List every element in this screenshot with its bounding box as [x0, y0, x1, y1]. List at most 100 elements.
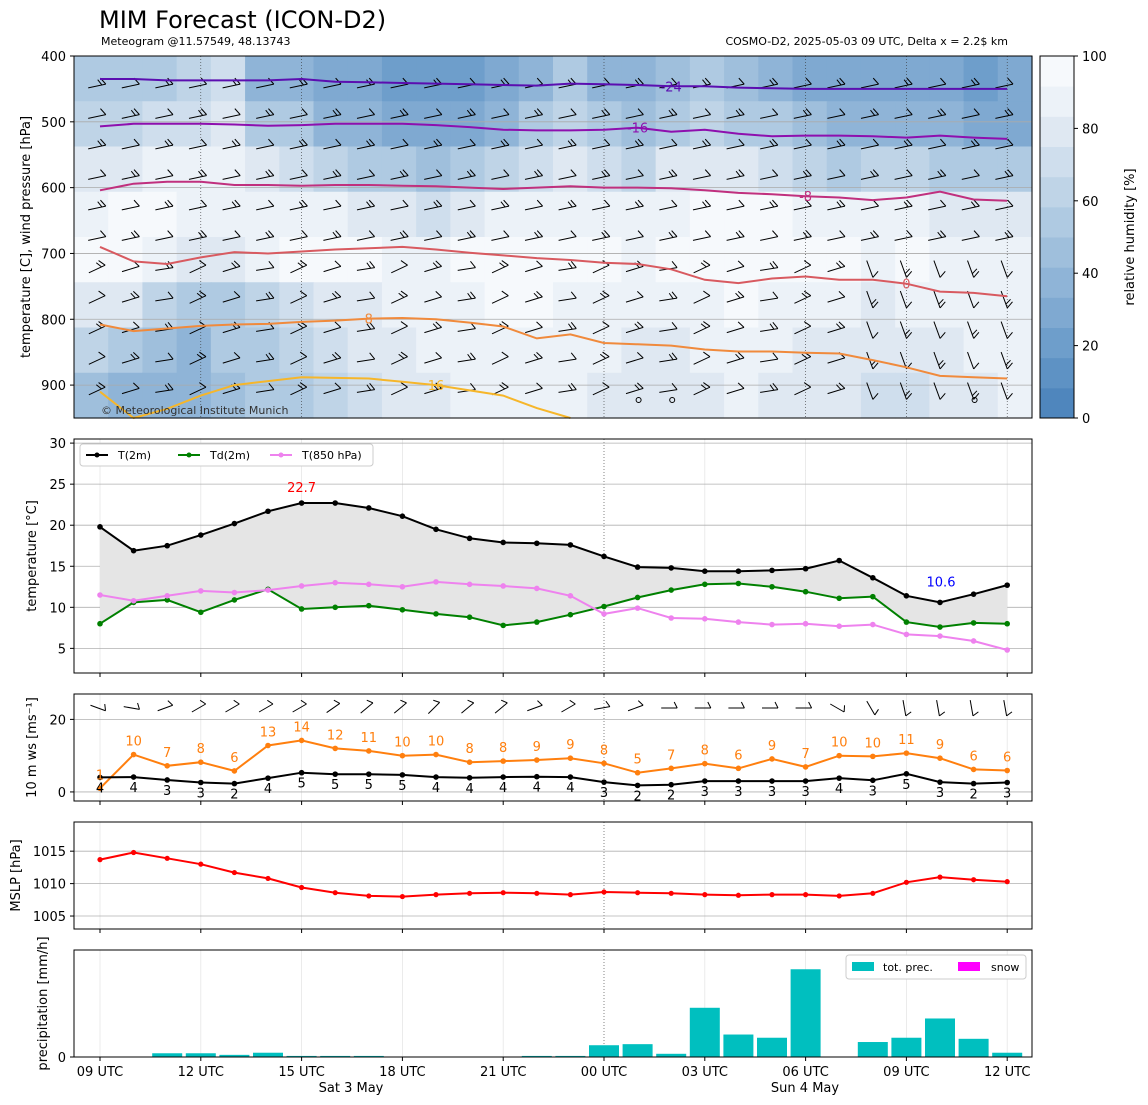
- colorbar-frame: [1039, 55, 1075, 419]
- humidity-cell: [553, 56, 588, 102]
- wind-barb-flag: [671, 169, 678, 176]
- wind-barb-shaft: [155, 144, 174, 150]
- data-point: [903, 593, 910, 599]
- wind-barb-shaft: [726, 357, 745, 364]
- series-line: [99, 502, 1008, 604]
- wind-barb-flag: [971, 329, 978, 336]
- wind-barb: [933, 321, 946, 339]
- wind-barb-shaft: [457, 328, 476, 332]
- humidity-cell: [758, 56, 794, 102]
- wind-barb-shaft: [860, 205, 879, 211]
- wind-barb: [356, 382, 376, 393]
- humidity-cell: [895, 56, 930, 102]
- x-tick-label: 09 UTC: [883, 1065, 929, 1080]
- colorbar-segment: [1040, 116, 1074, 147]
- humidity-cell: [997, 56, 1033, 102]
- wind-barb-flag: [470, 382, 476, 390]
- wind-barb: [222, 199, 241, 211]
- wind-barb-shaft: [558, 267, 577, 271]
- wind-barb-shaft: [491, 175, 510, 180]
- wind-barb-shaft: [558, 83, 577, 89]
- wind-barb-flag: [402, 169, 409, 176]
- precip-bar: [353, 1055, 384, 1057]
- wind-barb-shaft: [189, 386, 207, 396]
- wind-barb-flag: [671, 321, 678, 329]
- data-point: [567, 542, 574, 548]
- wind-barb-flag: [533, 353, 539, 360]
- wind-barb-flag: [234, 169, 241, 176]
- wind-barb-shaft: [760, 328, 778, 332]
- humidity-cell: [416, 191, 451, 238]
- wind-barb: [827, 382, 846, 395]
- wind-barb: [323, 108, 342, 119]
- wind-barb-flag: [1007, 199, 1014, 207]
- precip-frame: [73, 949, 1033, 1058]
- wind-barb-shaft: [860, 144, 879, 150]
- data-point: [1004, 767, 1010, 774]
- wind-barb-shaft: [390, 114, 409, 119]
- wind-barb: [356, 108, 375, 119]
- wind-barb-flag: [97, 140, 103, 147]
- wind-barb-shaft: [88, 386, 106, 396]
- wind-barb: [967, 351, 980, 370]
- wind-barb-shaft: [326, 703, 341, 713]
- colorbar-tick-label: 60: [1082, 195, 1099, 210]
- wind-barb-flag: [567, 201, 573, 208]
- humidity-cell: [142, 237, 178, 283]
- wind-barb-flag: [668, 353, 674, 361]
- wind-barb: [659, 199, 678, 211]
- wind-barb-flag: [637, 138, 644, 146]
- isotherm-line: [100, 77, 1008, 90]
- wind-barb-shaft: [558, 297, 577, 302]
- wind-barb-flag: [702, 140, 708, 147]
- humidity-cell: [210, 56, 246, 102]
- wind-barb-flag: [872, 392, 879, 400]
- colorbar-segment: [1040, 237, 1074, 268]
- wind-barb: [625, 351, 644, 364]
- humidity-cell: [621, 237, 657, 283]
- wind-barb: [524, 108, 543, 119]
- wind-barb-flag: [98, 290, 106, 297]
- wind-barb-flag: [366, 384, 372, 391]
- wind-barb-flag: [871, 298, 877, 305]
- wind-barb: [793, 230, 812, 241]
- wind-barb: [592, 199, 611, 211]
- wind-barb-flag: [737, 382, 745, 389]
- humidity-cell: [74, 372, 109, 419]
- wind-barb-flag: [599, 292, 606, 298]
- data-point: [601, 779, 607, 785]
- data-point: [937, 599, 943, 606]
- wind-barb-flag: [503, 199, 510, 207]
- humidity-cell: [210, 191, 246, 238]
- wind-barb: [760, 199, 779, 211]
- wind-barb-flag: [200, 230, 207, 237]
- wind-barb: [928, 169, 947, 180]
- humidity-cell: [210, 282, 246, 329]
- wind-barb-shaft: [256, 328, 274, 332]
- data-point: [332, 604, 339, 611]
- wind-barb: [928, 138, 947, 150]
- wind-barb-shaft: [726, 205, 745, 211]
- wind-barb: [525, 351, 543, 364]
- surface-wind-barb: [326, 699, 341, 713]
- wind-value-label: 8: [499, 741, 507, 756]
- wind-barb-shaft: [290, 295, 307, 304]
- wind-barb-shaft: [1003, 700, 1008, 716]
- data-point: [433, 751, 439, 758]
- data-point: [198, 588, 204, 594]
- data-point: [870, 574, 876, 581]
- wind-barb-shaft: [457, 236, 476, 241]
- wind-barb-flag: [939, 270, 946, 278]
- humidity-cell: [895, 372, 930, 419]
- humidity-cell: [210, 327, 246, 374]
- data-point: [466, 614, 473, 620]
- wind-barb-flag: [602, 321, 610, 327]
- x-tick-label: 12 UTC: [178, 1065, 224, 1080]
- humidity-cell: [655, 56, 691, 102]
- humidity-cell: [347, 191, 383, 238]
- wind-barb-flag: [1007, 138, 1014, 146]
- wind-barb: [794, 321, 812, 335]
- wind-barb-flag: [839, 230, 846, 237]
- data-point: [231, 520, 238, 527]
